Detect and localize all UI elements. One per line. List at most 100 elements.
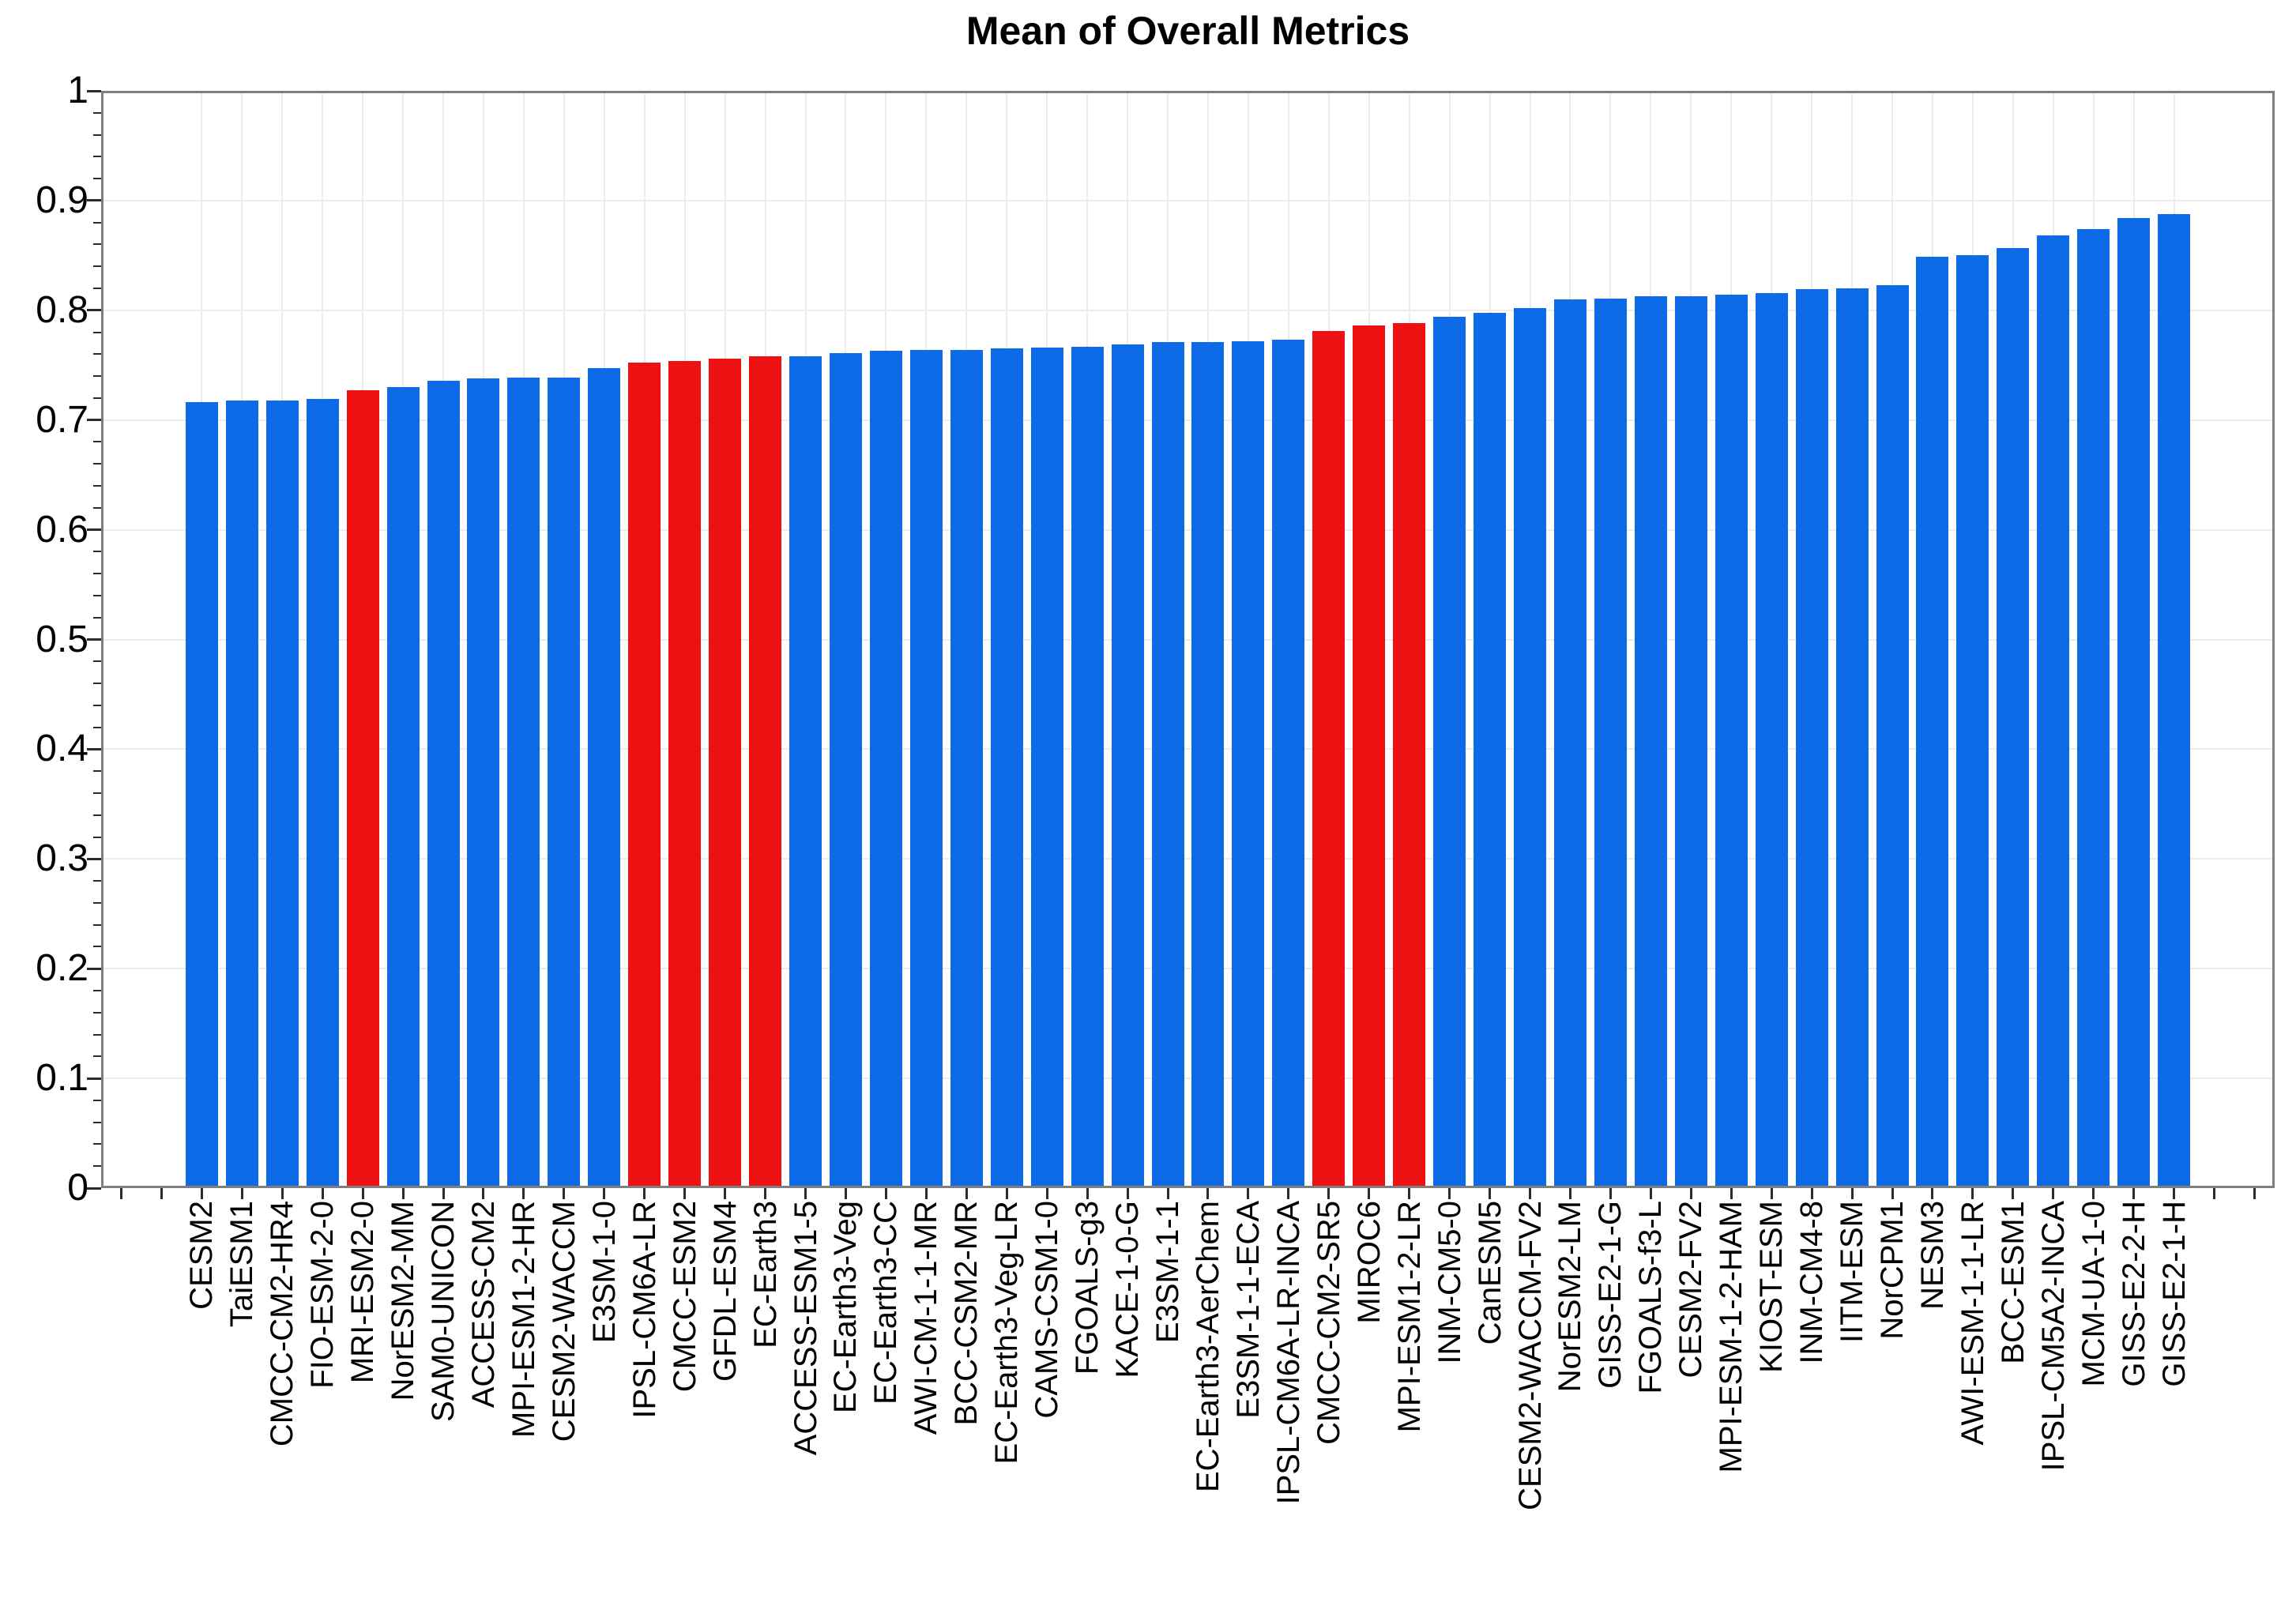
bar: [1674, 295, 1707, 1188]
x-axis-tick: [884, 1188, 887, 1199]
x-tick-label: NorESM2-MM: [386, 1201, 421, 1401]
bar: [1433, 317, 1466, 1188]
bar: [1111, 344, 1144, 1188]
bar: [749, 356, 782, 1188]
x-axis-tick: [1166, 1188, 1169, 1199]
y-axis-minor-tick: [93, 814, 101, 816]
x-axis-tick: [1810, 1188, 1813, 1199]
y-axis-minor-tick: [93, 265, 101, 268]
x-axis-tick: [643, 1188, 646, 1199]
x-axis-tick: [1649, 1188, 1652, 1199]
h-gridline: [101, 309, 2275, 311]
x-tick-label: INM-CM4-8: [1794, 1201, 1830, 1364]
x-axis-tick: [1971, 1188, 1974, 1199]
y-axis-minor-tick: [93, 1055, 101, 1058]
bar: [1232, 340, 1265, 1188]
x-axis-tick: [240, 1188, 243, 1199]
x-tick-label: SAM0-UNICON: [426, 1201, 461, 1423]
x-axis-tick: [2132, 1188, 2136, 1199]
x-tick-label: E3SM-1-1-ECA: [1230, 1201, 1266, 1419]
y-axis-minor-tick: [93, 1011, 101, 1014]
x-tick-label: IPSL-CM6A-LR-INCA: [1270, 1201, 1306, 1505]
bar: [225, 400, 258, 1188]
y-axis-minor-tick: [93, 463, 101, 465]
y-tick-label: 0.2: [36, 947, 88, 990]
bar: [1151, 342, 1184, 1188]
bar: [950, 349, 983, 1188]
h-gridline: [101, 858, 2275, 860]
y-axis-minor-tick: [93, 946, 101, 948]
y-axis-minor-tick: [93, 616, 101, 619]
x-axis-tick: [1126, 1188, 1129, 1199]
x-tick-label: NESM3: [1914, 1201, 1950, 1310]
x-axis-tick: [844, 1188, 847, 1199]
x-tick-label: EC-Earth3: [747, 1201, 783, 1348]
bar: [1916, 256, 1949, 1188]
x-axis-tick: [442, 1188, 445, 1199]
bar: [185, 402, 218, 1188]
y-axis-minor-tick: [93, 221, 101, 224]
x-tick-label: AWI-CM-1-1-MR: [909, 1201, 944, 1435]
x-tick-label: E3SM-1-0: [586, 1201, 622, 1344]
bar: [507, 377, 540, 1188]
y-tick-label: 0.1: [36, 1057, 88, 1100]
y-tick-label: 0: [67, 1167, 88, 1209]
x-axis-tick: [1689, 1188, 1692, 1199]
y-axis-minor-tick: [93, 1143, 101, 1145]
x-axis-tick: [1327, 1188, 1331, 1199]
bar: [909, 349, 943, 1188]
y-axis-major-tick: [87, 1187, 101, 1190]
bar: [588, 368, 621, 1188]
x-axis-tick: [1931, 1188, 1934, 1199]
x-tick-label: CESM2-FV2: [1673, 1201, 1709, 1378]
y-tick-label: 0.8: [36, 288, 88, 331]
y-axis-minor-tick: [93, 111, 101, 114]
y-axis-minor-tick: [93, 923, 101, 926]
x-tick-label: MIROC6: [1351, 1201, 1387, 1324]
chart-title: Mean of Overall Metrics: [965, 9, 1410, 53]
x-tick-label: E3SM-1-1: [1150, 1201, 1186, 1344]
y-axis-minor-tick: [93, 573, 101, 575]
bar: [1393, 323, 1426, 1188]
x-axis-tick: [1448, 1188, 1451, 1199]
y-axis-major-tick: [87, 638, 101, 641]
x-tick-label: GISS-E2-1-G: [1593, 1201, 1628, 1389]
x-axis-tick: [804, 1188, 807, 1199]
x-tick-label: GISS-E2-2-H: [2116, 1201, 2151, 1387]
bar: [427, 380, 460, 1188]
bar: [829, 352, 862, 1188]
x-axis-tick: [1045, 1188, 1048, 1199]
x-tick-label: EC-Earth3-Veg: [828, 1201, 864, 1414]
x-axis-tick: [1529, 1188, 1532, 1199]
bar: [668, 360, 702, 1188]
x-tick-label: EC-Earth3-Veg-LR: [989, 1201, 1025, 1465]
bar: [467, 378, 500, 1188]
x-axis-tick: [482, 1188, 485, 1199]
x-tick-label: BCC-CSM2-MR: [949, 1201, 984, 1426]
x-axis-tick: [1086, 1188, 1089, 1199]
x-axis-tick: [1287, 1188, 1290, 1199]
y-axis-major-tick: [87, 309, 101, 312]
bar: [1514, 308, 1547, 1188]
x-axis-tick: [401, 1188, 405, 1199]
y-axis-minor-tick: [93, 551, 101, 553]
y-axis-minor-tick: [93, 375, 101, 378]
y-axis-major-tick: [87, 967, 101, 970]
bar: [1272, 340, 1305, 1188]
y-axis-minor-tick: [93, 1033, 101, 1036]
x-tick-label: ACCESS-ESM1-5: [788, 1201, 823, 1456]
bar: [709, 358, 742, 1188]
bar: [1474, 312, 1507, 1188]
h-gridline: [101, 528, 2275, 531]
y-tick-label: 0.5: [36, 618, 88, 660]
y-axis-minor-tick: [93, 134, 101, 136]
x-axis-tick: [683, 1188, 687, 1199]
x-tick-label: KIOST-ESM: [1754, 1201, 1790, 1373]
y-axis-minor-tick: [93, 683, 101, 685]
bar: [548, 377, 581, 1188]
x-tick-label: MCM-UA-1-0: [2076, 1201, 2111, 1387]
y-axis-minor-tick: [93, 594, 101, 596]
bar: [628, 363, 661, 1188]
x-tick-label: EC-Earth3-CC: [868, 1201, 904, 1405]
x-tick-label: IPSL-CM5A2-INCA: [2035, 1201, 2071, 1472]
